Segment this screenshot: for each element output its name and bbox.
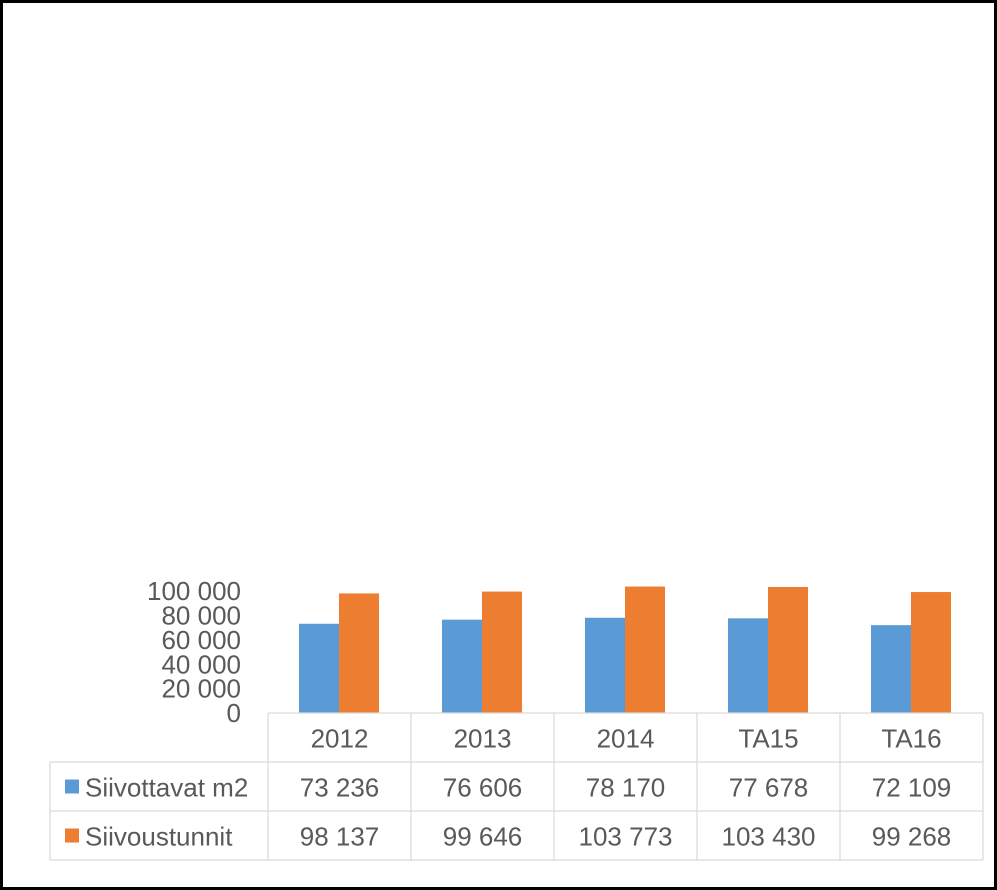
bar-siivottavat-m2	[728, 618, 768, 713]
series-name: Siivoustunnit	[85, 822, 233, 852]
bar-siivottavat-m2	[871, 625, 911, 713]
table-value: 76 606	[443, 773, 523, 803]
table-value: 73 236	[300, 773, 380, 803]
bars	[299, 586, 951, 713]
x-category-label: TA15	[738, 724, 798, 754]
y-tick-label: 0	[227, 698, 241, 728]
y-tick-label: 20 000	[161, 674, 241, 704]
table-value: 72 109	[872, 773, 952, 803]
bar-siivoustunnit	[625, 586, 665, 713]
y-tick-label: 100 000	[147, 576, 241, 606]
table-value: 98 137	[300, 822, 380, 852]
bar-siivottavat-m2	[442, 619, 482, 713]
y-tick-label: 60 000	[161, 625, 241, 655]
table-value: 77 678	[729, 773, 809, 803]
bar-siivoustunnit	[482, 591, 522, 713]
bar-siivoustunnit	[768, 586, 808, 713]
data-table: 2012 2013 2014 TA15 TA16 Siivottavat m2 73 236…	[49, 712, 984, 861]
bar-siivoustunnit	[911, 592, 951, 713]
legend-key-siivottavat-m2	[65, 779, 79, 794]
x-category-label: 2013	[454, 724, 512, 754]
y-tick-label: 40 000	[161, 649, 241, 679]
table-value: 103 773	[579, 822, 673, 852]
x-category-label: 2014	[597, 724, 655, 754]
y-tick-label: 80 000	[161, 601, 241, 631]
bar-siivottavat-m2	[299, 623, 339, 713]
bar-siivottavat-m2	[585, 617, 625, 713]
table-value: 103 430	[722, 822, 816, 852]
series-name: Siivottavat m2	[85, 773, 248, 803]
table-value: 99 646	[443, 822, 523, 852]
table-value: 78 170	[586, 773, 666, 803]
x-category-label: TA16	[881, 724, 941, 754]
x-category-label: 2012	[311, 724, 369, 754]
legend-key-siivoustunnit	[65, 828, 79, 843]
bar-siivoustunnit	[339, 593, 379, 713]
table-value: 99 268	[872, 822, 952, 852]
